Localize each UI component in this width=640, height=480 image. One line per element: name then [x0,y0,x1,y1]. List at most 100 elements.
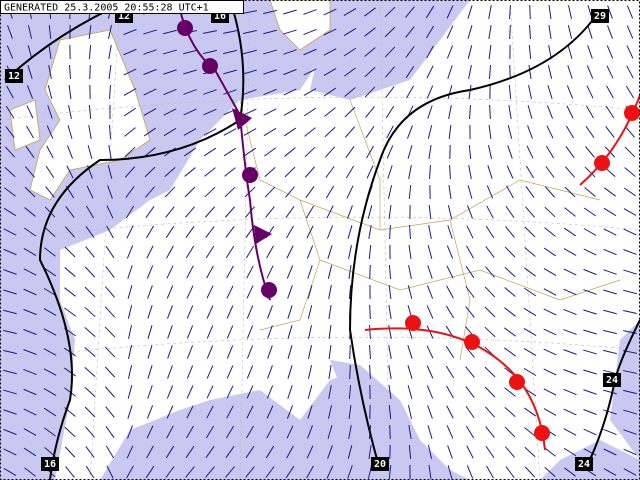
isoline-label: 24 [606,375,618,386]
wind-arrow [226,265,234,279]
wind-arrow [283,108,297,116]
wind-arrow [563,349,577,355]
wind-arrow [66,145,74,159]
wind-arrow [528,44,532,60]
wind-arrow [243,69,257,75]
wind-arrow [226,325,234,339]
wind-arrow [123,68,137,76]
wind-arrow [446,285,454,299]
wind-arrow [108,124,112,140]
wind-arrow [307,425,313,439]
wind-arrow [24,467,36,477]
wind-arrow [623,310,637,314]
warm-symbol [624,105,640,121]
wind-arrow [525,206,535,218]
wind-arrow [206,365,214,379]
wind-arrow [66,165,74,179]
wind-arrow [86,185,94,199]
wind-arrow [163,127,177,137]
wind-arrow [366,145,374,159]
wind-arrow [583,248,597,256]
wind-arrow [43,388,57,396]
wind-arrow [528,65,532,79]
wind-arrow [543,408,557,416]
wind-arrow [287,325,293,339]
wind-arrow [246,405,254,419]
wind-arrow [243,30,257,34]
wind-arrow [527,105,533,119]
wind-arrow [68,64,72,80]
wind-arrow [367,205,373,219]
wind-arrow [285,205,295,219]
wind-arrow [427,245,433,259]
wind-arrow [426,65,434,79]
wind-arrow [544,227,556,237]
wind-arrow [304,166,316,178]
wind-arrow [427,405,433,419]
wind-arrow [23,288,37,296]
wind-arrow [623,269,637,275]
isoline-label-box [575,457,593,471]
wind-arrow [167,325,173,339]
wind-arrow [186,265,194,279]
wind-arrow [548,25,552,39]
wind-arrow [223,69,237,75]
wind-arrow [623,389,637,395]
wind-arrow [185,206,195,218]
wind-arrow [3,468,17,476]
wind-arrow [3,448,17,456]
wind-arrow [306,225,314,239]
wind-arrow [465,405,475,419]
wind-arrow [144,166,156,178]
wind-arrow [624,167,636,177]
wind-arrow [85,465,95,479]
wind-arrow [125,205,135,219]
wind-arrow [388,204,392,220]
wind-arrow [283,88,297,96]
wind-arrow [384,6,396,18]
wind-arrow [166,245,174,259]
wind-arrow [426,85,434,99]
wind-arrow [364,66,376,78]
wind-arrow [484,386,496,398]
wind-arrow [287,305,293,319]
wind-arrow [504,406,516,418]
wind-arrow [387,185,393,199]
wind-arrow [146,245,154,259]
wind-arrow [186,385,194,399]
wind-arrow [47,105,53,119]
isoline-label-box [41,457,59,471]
wind-arrow [127,325,133,339]
wind-arrow [284,147,296,157]
wind-arrow [445,345,455,359]
wind-arrow [467,45,473,59]
wind-arrow [507,125,513,139]
wind-arrow [147,285,153,299]
wind-arrow [406,85,414,99]
wind-arrow [225,245,235,259]
wind-arrow [186,285,194,299]
wind-arrow [583,289,597,295]
wind-arrow [543,328,557,336]
wind-arrow [245,445,255,459]
wind-arrow [284,166,296,178]
wind-arrow [343,27,357,37]
wind-arrow [44,226,56,238]
wind-arrow [349,364,351,380]
wind-arrow [546,125,554,139]
wind-arrow [286,405,294,419]
wind-arrow [23,227,37,237]
wind-arrow [607,5,613,19]
wind-arrow [104,366,116,378]
wind-arrow [88,104,92,120]
wind-arrow [524,427,536,437]
wind-arrow [203,128,217,136]
wind-arrow [106,225,114,239]
wind-arrow [326,225,334,239]
wind-arrow [623,429,637,435]
wind-arrow [347,465,353,479]
wind-arrow [108,145,112,159]
wind-arrow [324,107,336,117]
wind-arrow [548,4,552,20]
